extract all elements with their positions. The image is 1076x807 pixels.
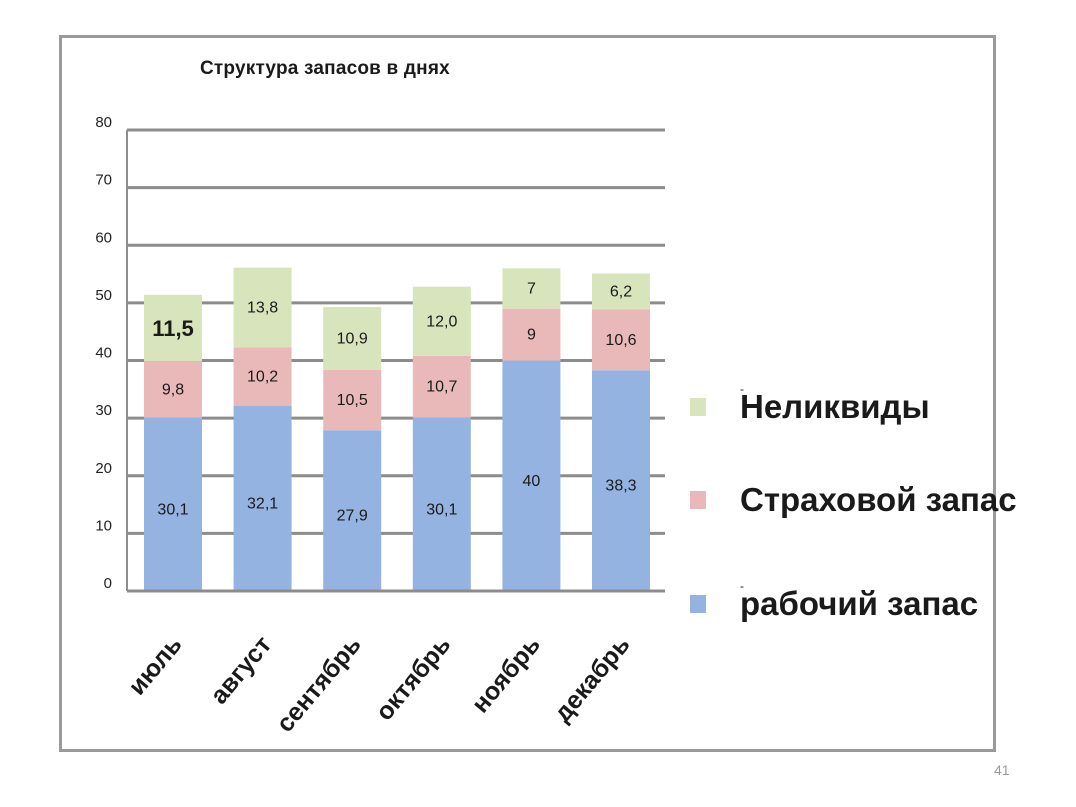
legend-swatch-nelikvidy [690, 398, 706, 416]
data-label: 38,3 [605, 478, 636, 495]
data-label: 13,8 [247, 299, 278, 316]
y-tick-label: 0 [104, 575, 112, 592]
bar-rabochiy [592, 370, 650, 591]
data-label: 30,1 [157, 501, 188, 518]
legend-label-nelikvidy: Неликвиды [740, 388, 930, 425]
chart-frame [59, 35, 996, 752]
data-label: 12,0 [426, 313, 457, 330]
y-tick-label: 50 [95, 287, 112, 304]
legend-dash: - [740, 382, 744, 396]
legend-label-strakhovoy: Страховой запас [740, 481, 1017, 518]
y-tick-label: 60 [95, 229, 112, 246]
bar-rabochiy [144, 417, 202, 591]
bar-rabochiy [323, 430, 382, 591]
data-label: 9,8 [162, 381, 184, 398]
bar-strakhovoy [412, 355, 471, 418]
x-tick-label: октябрь [370, 631, 456, 726]
legend-swatch-strakhovoy [690, 491, 706, 509]
y-tick-label: 70 [95, 172, 112, 189]
data-label: 11,5 [152, 316, 194, 341]
data-label: 10,5 [337, 392, 368, 409]
bar-nelikvidy [323, 306, 382, 370]
bar-rabochiy [502, 360, 561, 591]
data-label: 10,7 [426, 379, 457, 396]
bar-strakhovoy [144, 361, 202, 418]
bar-nelikvidy [144, 294, 202, 362]
x-tick-label: сентябрь [271, 631, 367, 738]
y-tick-label: 80 [95, 114, 112, 131]
y-tick-label: 20 [95, 460, 112, 477]
data-label: 40 [523, 473, 541, 490]
legend-label-rabochiy: рабочий запас [740, 585, 979, 622]
data-label: 27,9 [337, 508, 368, 525]
data-label: 6,2 [610, 283, 632, 300]
bar-nelikvidy [412, 286, 471, 356]
data-label: 7 [527, 280, 536, 297]
bar-rabochiy [233, 406, 292, 591]
bar-nelikvidy [233, 267, 292, 348]
bar-strakhovoy [233, 347, 292, 407]
data-label: 10,9 [337, 330, 368, 347]
bar-nelikvidy [592, 273, 650, 310]
bar-rabochiy [412, 417, 471, 591]
bar-strakhovoy [323, 369, 382, 431]
y-tick-label: 30 [95, 402, 112, 419]
x-tick-label: декабрь [548, 631, 635, 727]
bar-strakhovoy [592, 309, 650, 371]
y-tick-label: 40 [95, 345, 112, 362]
bar-nelikvidy [502, 268, 561, 309]
data-label: 32,1 [247, 496, 278, 513]
legend-dash: - [740, 579, 744, 593]
data-label: 10,2 [247, 369, 278, 386]
data-label: 9 [527, 327, 536, 344]
x-tick-label: ноябрь [466, 631, 546, 718]
data-label: 10,6 [605, 332, 636, 349]
legend-swatch-rabochiy [690, 595, 706, 613]
page-number: 41 [994, 762, 1010, 778]
y-tick-label: 10 [95, 517, 112, 534]
x-tick-label: июль [123, 631, 188, 701]
chart-title: Структура запасов в днях [200, 58, 450, 79]
bar-strakhovoy [502, 308, 561, 361]
data-label: 30,1 [426, 501, 457, 518]
x-tick-label: август [205, 631, 277, 710]
